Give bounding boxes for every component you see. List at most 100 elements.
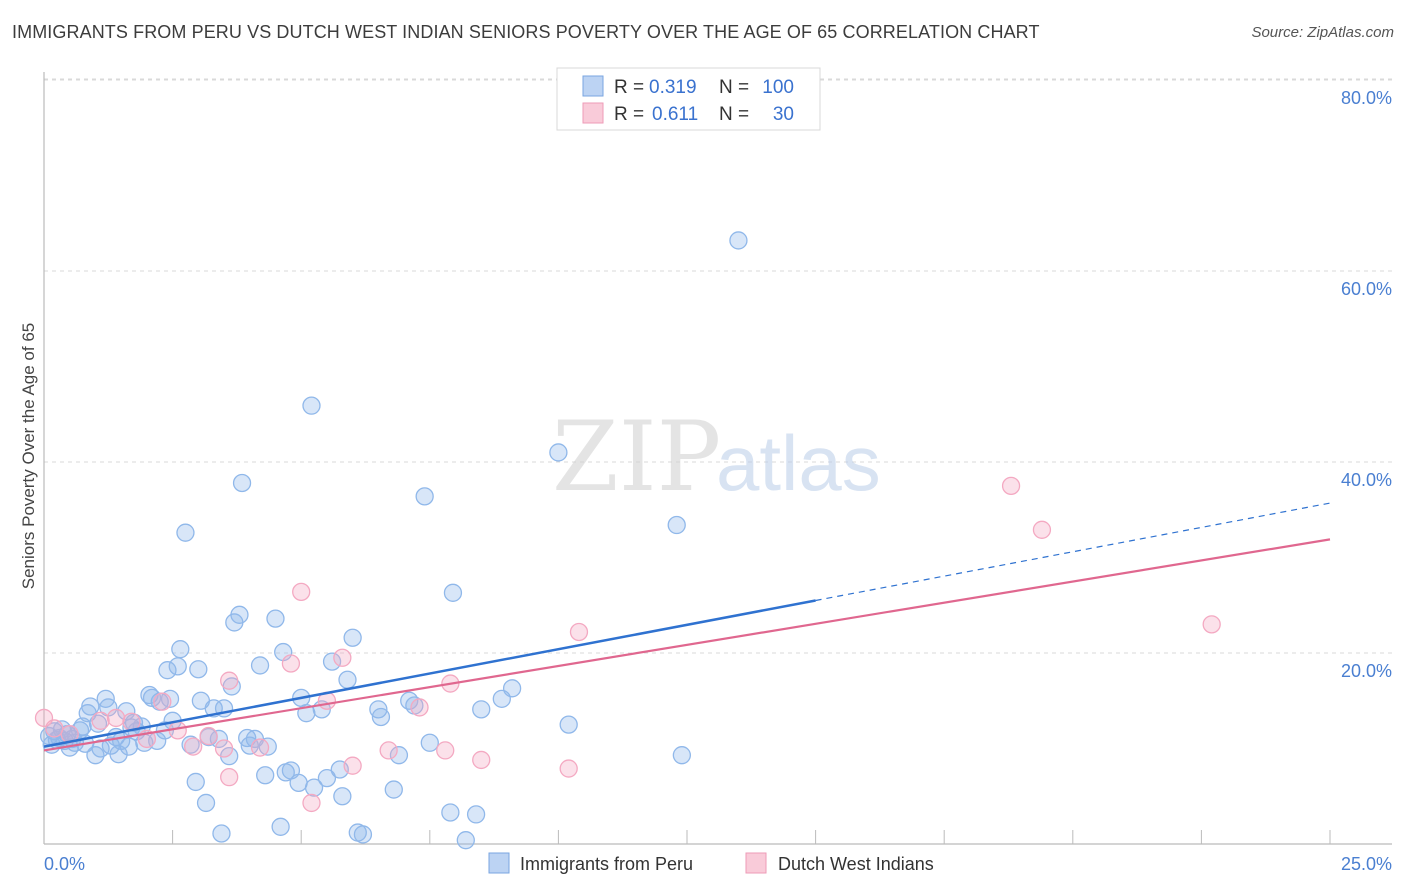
dutch-point-14: [250, 738, 270, 757]
peru-point-85: [384, 780, 403, 799]
peru-point-26: [119, 737, 139, 756]
dutch-point-15: [281, 654, 301, 673]
legend-swatch-dutch: [582, 102, 604, 124]
peru-point-45: [189, 660, 208, 679]
y-tick-label-20: 20.0%: [1341, 661, 1392, 681]
dutch-point-25: [472, 750, 491, 770]
legend-n-label-peru: N =: [719, 77, 749, 98]
dutch-point-22: [410, 698, 429, 717]
watermark-atlas: atlas: [716, 419, 881, 507]
y-tick-label-80: 80.0%: [1341, 88, 1392, 108]
dutch-point-3: [91, 711, 110, 730]
peru-point-15: [81, 697, 100, 716]
peru-point-65: [271, 817, 290, 836]
legend-n-value-peru: 100: [762, 77, 794, 98]
dutch-point-16: [292, 582, 311, 602]
peru-point-51: [212, 824, 231, 843]
peru-point-69: [289, 773, 308, 793]
dutch-point-13: [220, 671, 239, 690]
peru-point-56: [230, 605, 249, 624]
peru-point-63: [258, 737, 277, 756]
peru-point-84: [371, 707, 391, 727]
peru-point-80: [343, 628, 362, 647]
dutch-point-20: [343, 756, 362, 775]
dutch-point-9: [184, 737, 203, 756]
peru-point-61: [250, 656, 270, 675]
peru-point-23: [109, 745, 128, 764]
peru-point-64: [266, 609, 285, 628]
peru-point-95: [472, 700, 491, 719]
peru-point-72: [302, 396, 321, 415]
dutch-point-7: [153, 692, 172, 711]
stats-legend: R = 0.319 N = 100 R = 0.611 N = 30: [556, 67, 821, 131]
bottom-legend-label-peru: Immigrants from Peru: [520, 854, 693, 874]
peru-point-62: [256, 766, 275, 785]
dutch-point-26: [559, 759, 578, 778]
bottom-legend-swatch-peru: [488, 852, 510, 874]
peru-point-75: [317, 768, 337, 788]
peru-point-100: [667, 515, 686, 535]
peru-point-82: [353, 825, 373, 844]
source-credit: Source: ZipAtlas.com: [1251, 24, 1394, 41]
peru-point-17: [88, 714, 108, 733]
peru-point-18: [91, 739, 110, 758]
dutch-point-4: [106, 708, 126, 728]
peru-point-42: [176, 523, 195, 542]
peru-point-89: [415, 487, 434, 506]
dutch-point-30: [1202, 615, 1221, 634]
peru-point-79: [338, 670, 357, 689]
bottom-legend-swatch-dutch: [745, 852, 767, 874]
dutch-point-23: [436, 741, 455, 760]
peru-point-37: [158, 661, 177, 680]
chart-title: IMMIGRANTS FROM PERU VS DUTCH WEST INDIA…: [12, 22, 1040, 42]
trend-line-peru: [43, 599, 816, 748]
dutch-point-29: [1032, 520, 1052, 539]
peru-point-43: [181, 735, 200, 754]
legend-r-label-peru: R =: [614, 77, 644, 98]
legend-n-value-dutch: 30: [773, 104, 794, 125]
dutch-point-28: [1001, 476, 1021, 496]
grid-lines: [44, 78, 1392, 654]
dutch-point-11: [214, 739, 234, 758]
peru-point-73: [304, 778, 324, 797]
peru-point-76: [322, 652, 342, 671]
watermark-zip: ZIP: [552, 401, 721, 513]
trend-line-dutch: [43, 538, 1331, 752]
series-legend: Immigrants from Peru Dutch West Indians: [488, 852, 934, 874]
x-ticks: [172, 830, 1331, 844]
peru-point-98: [549, 443, 568, 462]
y-tick-label-60: 60.0%: [1341, 279, 1392, 299]
peru-point-50: [209, 729, 229, 749]
axes: [43, 72, 1392, 845]
legend-r-value-dutch: 0.611: [652, 104, 698, 125]
dutch-point-17: [302, 793, 321, 813]
peru-point-97: [502, 679, 522, 698]
legend-n-label-dutch: N =: [719, 104, 749, 125]
legend-r-value-peru: 0.319: [649, 77, 697, 98]
peru-point-44: [186, 772, 205, 792]
dutch-point-19: [333, 648, 352, 667]
y-tick-labels: 20.0% 40.0% 60.0% 80.0%: [1341, 88, 1392, 681]
legend-r-label-dutch: R =: [614, 104, 644, 125]
x-tick-label-min: 0.0%: [44, 854, 85, 874]
y-tick-label-40: 40.0%: [1341, 470, 1392, 490]
peru-point-102: [729, 231, 748, 250]
peru-point-40: [168, 657, 187, 676]
peru-point-47: [196, 793, 216, 813]
peru-point-41: [171, 640, 190, 659]
dutch-point-10: [199, 726, 218, 746]
peru-point-91: [441, 803, 460, 822]
dutch-point-21: [379, 741, 398, 760]
y-axis-title: Seniors Poverty Over the Age of 65: [19, 323, 38, 589]
dutch-point-1: [45, 719, 64, 738]
peru-point-78: [333, 787, 352, 806]
trend-lines: [43, 502, 1331, 752]
peru-point-94: [466, 805, 486, 824]
peru-point-92: [443, 583, 463, 602]
peru-point-93: [456, 831, 475, 850]
bottom-legend-label-dutch: Dutch West Indians: [778, 854, 934, 874]
dutch-point-12: [220, 768, 239, 787]
peru-point-101: [672, 746, 692, 765]
legend-swatch-peru: [582, 75, 604, 97]
peru-point-90: [420, 733, 439, 752]
